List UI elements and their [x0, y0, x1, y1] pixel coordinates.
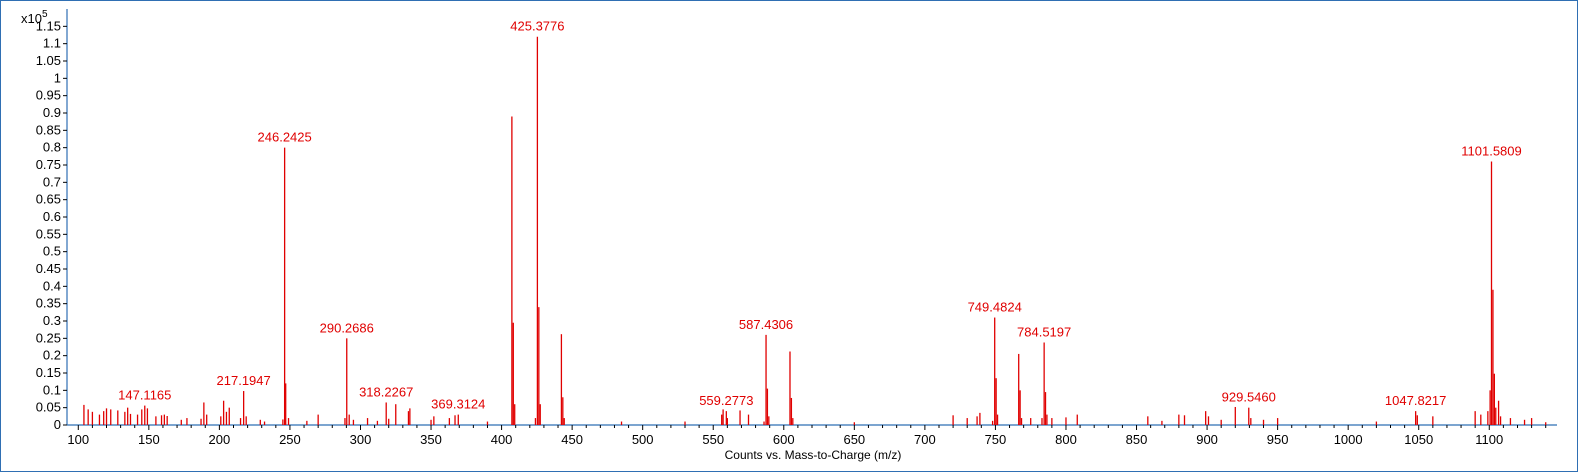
x-tick-label: 750 [985, 432, 1007, 447]
x-tick-label: 1050 [1404, 432, 1433, 447]
y-tick-label: 0.15 [36, 365, 61, 380]
y-tick-label: 0.7 [43, 174, 61, 189]
peak-label: 246.2425 [258, 130, 312, 145]
peak-label: 1047.8217 [1385, 393, 1446, 408]
x-tick-label: 350 [420, 432, 442, 447]
y-tick-label: 0.85 [36, 122, 61, 137]
x-tick-label: 300 [350, 432, 372, 447]
y-tick-label: 0.65 [36, 192, 61, 207]
x-tick-label: 250 [279, 432, 301, 447]
peak-label: 217.1947 [217, 373, 271, 388]
y-tick-label: 0.45 [36, 261, 61, 276]
y-tick-label: 1.15 [36, 18, 61, 33]
x-tick-label: 150 [138, 432, 160, 447]
peak-label: 929.5460 [1222, 390, 1276, 405]
x-tick-label: 100 [67, 432, 89, 447]
peak-label: 559.2773 [699, 393, 753, 408]
x-tick-label: 650 [843, 432, 865, 447]
y-tick-label: 1.05 [36, 53, 61, 68]
y-tick-label: 0.9 [43, 105, 61, 120]
peak-label: 290.2686 [320, 320, 374, 335]
x-tick-label: 1100 [1475, 432, 1503, 447]
y-multiplier-label: x10 [21, 11, 42, 26]
x-tick-label: 450 [561, 432, 583, 447]
y-tick-label: 0.95 [36, 88, 61, 103]
peak-label: 369.3124 [431, 397, 485, 412]
peak-label: 318.2267 [359, 384, 413, 399]
peak-label: 749.4824 [968, 300, 1022, 315]
peak-label: 147.1165 [118, 388, 171, 403]
y-tick-label: 0.25 [36, 330, 61, 345]
y-tick-label: 0.05 [36, 400, 61, 415]
x-tick-label: 200 [209, 432, 231, 447]
y-tick-label: 1.1 [43, 36, 61, 51]
y-tick-label: 0.35 [36, 296, 61, 311]
peak-label: 587.4306 [739, 317, 793, 332]
peak-label: 1101.5809 [1461, 144, 1522, 159]
y-tick-label: 0.1 [43, 382, 61, 397]
y-tick-label: 0 [54, 417, 61, 432]
y-tick-label: 0.5 [43, 244, 61, 259]
peaks [83, 36, 1547, 425]
x-tick-label: 500 [632, 432, 654, 447]
peak-label: 784.5197 [1017, 324, 1071, 339]
y-tick-label: 0.3 [43, 313, 61, 328]
peak-annotations: 147.1165 217.1947 246.2425 290.2686 318.2267… [118, 19, 1522, 412]
x-axis-title: Counts vs. Mass-to-Charge (m/z) [725, 448, 902, 462]
peak-label: 425.3776 [510, 19, 564, 34]
x-tick-label: 800 [1055, 432, 1077, 447]
y-tick-label: 0.6 [43, 209, 61, 224]
x-tick-label: 900 [1196, 432, 1218, 447]
y-tick-label: 1 [54, 70, 61, 85]
y-tick-label: 0.75 [36, 157, 61, 172]
x-tick-label: 600 [773, 432, 795, 447]
y-tick-label: 0.55 [36, 226, 61, 241]
y-tick-label: 0.8 [43, 140, 61, 155]
y-multiplier-exponent: 5 [42, 9, 48, 20]
x-tick-label: 400 [491, 432, 513, 447]
x-tick-label: 950 [1267, 432, 1289, 447]
y-tick-label: 0.4 [43, 278, 61, 293]
x-tick-label: 550 [702, 432, 724, 447]
y-tick-label: 0.2 [43, 348, 61, 363]
x-tick-label: 1000 [1334, 432, 1363, 447]
x-tick-label: 850 [1126, 432, 1148, 447]
axes: 0 0.05 0.1 0.15 0.2 0.25 0.3 0.35 0.4 0.45 0.5 0.55… [36, 9, 1557, 447]
x-tick-label: 700 [914, 432, 936, 447]
